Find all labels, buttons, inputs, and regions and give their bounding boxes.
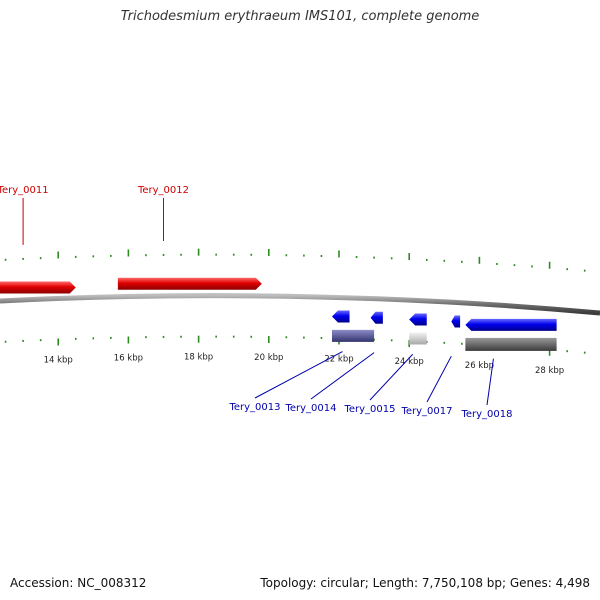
scale-label: 28 kbp <box>535 366 564 376</box>
scale-label: 16 kbp <box>114 354 143 364</box>
scale-ticks-top <box>4 248 586 272</box>
scale-labels: 14 kbp 16 kbp 18 kbp 20 kbp 22 kbp 24 kbp 26 k… <box>44 353 565 376</box>
genome-backbone <box>0 293 600 316</box>
reverse-gene-arrow[interactable] <box>465 318 557 331</box>
gene-label-top[interactable]: Tery_0012 <box>137 185 189 196</box>
reverse-gene-arrow[interactable] <box>409 313 427 326</box>
scale-label: 22 kbp <box>324 354 353 364</box>
gene-labels: Tery_0011 Tery_0012 Tery_0013 Tery_0014 Tery… <box>0 185 513 420</box>
scale-label: 20 kbp <box>254 353 283 363</box>
forward-gene-arrow[interactable] <box>0 281 76 294</box>
reverse-strand-genes <box>331 310 557 331</box>
reverse-gene-arrow[interactable] <box>331 310 350 323</box>
genome-summary-text: Topology: circular; Length: 7,750,108 bp… <box>260 576 590 590</box>
gene-label-top[interactable]: Tery_0011 <box>0 185 49 196</box>
label-leader-line <box>310 352 375 400</box>
feature-box-light[interactable] <box>409 332 427 345</box>
label-leader-line <box>486 358 494 406</box>
feature-box-purple[interactable] <box>331 329 375 342</box>
gene-label-bottom[interactable]: Tery_0018 <box>460 409 512 420</box>
reverse-gene-arrow[interactable] <box>370 311 383 324</box>
feature-track <box>331 329 557 351</box>
feature-box-gray[interactable] <box>465 337 557 351</box>
genome-title: Trichodesmium erythraeum IMS101, complet… <box>120 9 480 24</box>
scale-label: 18 kbp <box>184 353 213 363</box>
label-leader-line <box>254 351 343 399</box>
accession-text: Accession: NC_008312 <box>10 576 147 590</box>
label-leader-line <box>369 353 414 401</box>
forward-strand-genes <box>0 277 262 294</box>
reverse-gene-arrow[interactable] <box>451 315 461 328</box>
gene-label-bottom[interactable]: Tery_0017 <box>400 406 452 417</box>
gene-label-bottom[interactable]: Tery_0015 <box>343 404 395 415</box>
scale-label: 24 kbp <box>395 357 424 367</box>
forward-gene-arrow[interactable] <box>117 277 262 290</box>
gene-label-bottom[interactable]: Tery_0013 <box>228 402 280 413</box>
scale-label: 14 kbp <box>44 355 73 365</box>
gene-label-bottom[interactable]: Tery_0014 <box>284 403 336 414</box>
scale-label: 26 kbp <box>465 361 494 371</box>
label-leader-line <box>426 355 452 403</box>
